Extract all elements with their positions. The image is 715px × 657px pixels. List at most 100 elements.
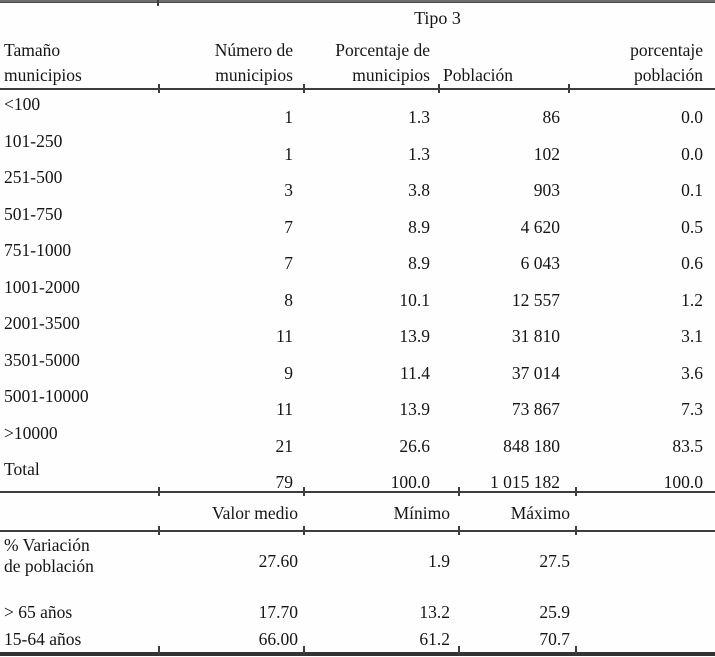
pct-population-cell: 0.5 xyxy=(681,216,703,237)
column-tick xyxy=(158,526,160,535)
pct-municipalities-cell: 26.6 xyxy=(399,435,430,456)
column-tick xyxy=(158,487,160,496)
header-mean: Valor medio xyxy=(211,502,298,523)
distribution-table-body: <100 1 1.3 86 0.0 101-250 1 1.3 102 0.0 … xyxy=(0,90,715,492)
summary-header-spacer xyxy=(0,510,160,513)
population-cell: 37 014 xyxy=(511,362,560,383)
column-tick xyxy=(157,0,159,6)
column-tick xyxy=(458,487,460,496)
municipality-count-cell: 11 xyxy=(276,399,293,419)
header-bottom-rule xyxy=(0,88,715,90)
municipality-count-cell: 1 xyxy=(284,143,293,164)
pct-municipalities-cell: 3.8 xyxy=(408,180,430,200)
size-range-cell: Total xyxy=(4,459,40,479)
table-row: 101-250 1 1.3 102 0.0 xyxy=(0,127,715,164)
pct-population-cell: 0.1 xyxy=(681,180,703,200)
pct-population-cell: 0.0 xyxy=(681,143,703,164)
population-cell: 903 xyxy=(533,180,560,200)
column-tick xyxy=(303,487,305,496)
summary-row: % Variación de población 27.60 1.9 27.5 xyxy=(0,532,715,590)
statistic-label-cell: > 65 años xyxy=(4,602,73,622)
summary-row: 15-64 años 66.00 61.2 70.7 xyxy=(0,628,715,652)
max-value-cell: 25.9 xyxy=(539,602,570,622)
statistic-label-cell: 15-64 años xyxy=(4,629,82,649)
municipality-count-cell: 11 xyxy=(276,326,293,346)
summary-row-spacer xyxy=(577,532,715,590)
header-min: Mínimo xyxy=(393,502,450,523)
min-value-cell: 13.2 xyxy=(419,602,450,622)
table-row: 5001-10000 11 13.9 73 867 7.3 xyxy=(0,382,715,419)
table-row: 251-500 3 3.8 903 0.1 xyxy=(0,163,715,200)
pct-municipalities-cell: 8.9 xyxy=(408,216,430,237)
pct-municipalities-cell: 8.9 xyxy=(408,253,430,273)
population-cell: 86 xyxy=(542,107,561,127)
size-range-cell: 501-750 xyxy=(4,203,63,224)
column-tick xyxy=(458,646,460,655)
pct-population-cell: 100.0 xyxy=(663,472,703,492)
max-value-cell: 27.5 xyxy=(539,550,570,571)
table-row: 2001-3500 11 13.9 31 810 3.1 xyxy=(0,309,715,346)
population-cell: 1 015 182 xyxy=(490,472,560,492)
pct-population-cell: 1.2 xyxy=(681,289,703,310)
statistic-label-cell: % Variación de población xyxy=(4,535,94,576)
population-cell: 848 180 xyxy=(503,435,560,456)
table-bottom-rule xyxy=(0,652,715,656)
size-range-cell: 3501-5000 xyxy=(4,349,80,370)
municipality-count-cell: 79 xyxy=(275,472,294,492)
size-range-cell: 251-500 xyxy=(4,167,63,187)
table-row: <100 1 1.3 86 0.0 xyxy=(0,90,715,127)
column-tick xyxy=(158,84,160,93)
municipality-count-cell: 7 xyxy=(284,253,293,273)
population-cell: 31 810 xyxy=(511,326,560,346)
column-tick xyxy=(575,487,577,496)
size-range-cell: 2001-3500 xyxy=(4,313,80,333)
header-pct-municipalities: Porcentaje de municipios xyxy=(335,40,430,85)
column-tick xyxy=(158,646,160,655)
summary-row-spacer xyxy=(577,650,715,652)
min-value-cell: 61.2 xyxy=(419,629,450,649)
table-row: 1001-2000 8 10.1 12 557 1.2 xyxy=(0,273,715,310)
column-tick xyxy=(458,526,460,535)
table-row: 501-750 7 8.9 4 620 0.5 xyxy=(0,200,715,237)
size-range-cell: 5001-10000 xyxy=(4,386,89,406)
population-cell: 73 867 xyxy=(511,399,560,419)
table-row: >10000 21 26.6 848 180 83.5 xyxy=(0,419,715,456)
column-tick xyxy=(575,646,577,655)
summary-header-rule xyxy=(0,530,715,532)
pct-population-cell: 0.6 xyxy=(681,253,703,273)
total-bottom-rule xyxy=(0,491,715,493)
pct-municipalities-cell: 11.4 xyxy=(400,362,430,383)
distribution-table-header: Tamaño municipios Número de municipios P… xyxy=(0,36,715,88)
population-cell: 6 043 xyxy=(520,253,560,273)
pct-municipalities-cell: 10.1 xyxy=(399,289,430,310)
municipality-count-cell: 9 xyxy=(284,362,293,383)
summary-table-header: Valor medio Mínimo Máximo xyxy=(0,493,715,530)
summary-row-spacer xyxy=(577,623,715,628)
municipality-count-cell: 7 xyxy=(284,216,293,237)
column-tick xyxy=(568,84,570,93)
table-row: 751-1000 7 8.9 6 043 0.6 xyxy=(0,236,715,273)
pct-municipalities-cell: 1.3 xyxy=(408,143,430,164)
column-tick xyxy=(303,84,305,93)
pct-population-cell: 83.5 xyxy=(672,435,703,456)
max-value-cell: 70.7 xyxy=(539,629,570,649)
pct-municipalities-cell: 13.9 xyxy=(399,326,430,346)
column-tick xyxy=(303,646,305,655)
pct-population-cell: 3.1 xyxy=(681,326,703,346)
table-row: Total 79 100.0 1 015 182 100.0 xyxy=(0,455,715,492)
municipality-count-cell: 1 xyxy=(284,107,293,127)
header-number-municipalities: Número de municipios xyxy=(214,40,293,85)
table-title: Tipo 3 xyxy=(414,8,461,28)
pct-municipalities-cell: 13.9 xyxy=(399,399,430,419)
summary-header-spacer xyxy=(577,510,715,513)
municipality-count-cell: 8 xyxy=(284,289,293,310)
summary-table-body: % Variación de población 27.60 1.9 27.5 … xyxy=(0,532,715,652)
pct-municipalities-cell: 1.3 xyxy=(408,107,430,127)
population-cell: 4 620 xyxy=(520,216,560,237)
pct-population-cell: 0.0 xyxy=(681,107,703,127)
column-tick xyxy=(303,526,305,535)
municipality-count-cell: 3 xyxy=(284,180,293,200)
mean-value-cell: 27.60 xyxy=(258,550,298,571)
column-tick xyxy=(575,526,577,535)
